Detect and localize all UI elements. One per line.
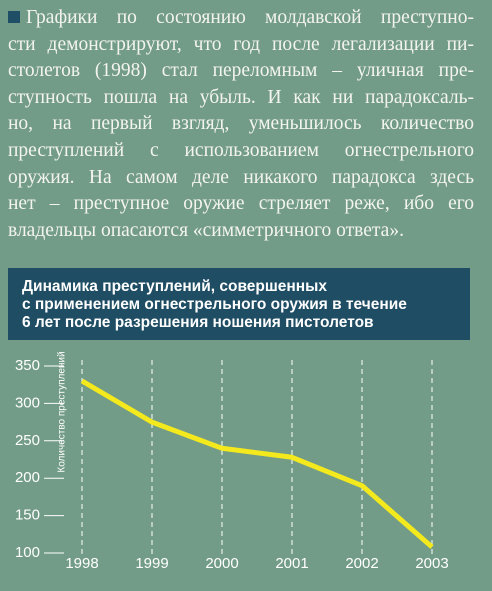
line <box>80 378 434 549</box>
paragraph: Графики по состоянию молдавской преступн… <box>8 5 474 244</box>
y-tick-label: 350 <box>15 357 40 374</box>
text: ступность пошла на убыль. И как ни парад… <box>8 86 474 108</box>
text: Графики по состоянию молдавской преступн… <box>26 7 474 28</box>
x-tick-label: 2002 <box>345 555 378 572</box>
bullet <box>8 11 20 23</box>
text: преступлений с использованием огнестрель… <box>8 139 474 161</box>
text-line: но, на первый взгляд, уменьшилось количе… <box>8 111 474 138</box>
chart-title: Динамика преступлений, совершенных <box>22 278 327 295</box>
y-axis-label: Количество преступлений <box>57 351 68 472</box>
text-line: оружия. На самом деле никакого парадокса… <box>8 165 474 192</box>
text-line: Графики по состоянию молдавской преступн… <box>8 5 474 32</box>
y-tick-label: 200 <box>15 469 40 486</box>
text: столетов (1998) стал переломным – улична… <box>8 60 474 82</box>
text: владельцы опасаются «симметричного ответ… <box>8 219 404 241</box>
x-tick-label: 2000 <box>205 555 238 572</box>
x-tick-label: 1998 <box>65 555 98 572</box>
text: но, на первый взгляд, уменьшилось количе… <box>8 113 474 135</box>
x-tick-label: 2003 <box>415 555 448 572</box>
chart-title-box: Динамика преступлений, совершенных с прим… <box>8 268 470 340</box>
text-line: владельцы опасаются «симметричного ответ… <box>8 218 474 245</box>
text-line: нет – преступное оружие стреляет реже, и… <box>8 191 474 218</box>
x-tick-label: 1999 <box>135 555 168 572</box>
text-line: преступлений с использованием огнестрель… <box>8 138 474 165</box>
text: оружия. На самом деле никакого парадокса… <box>8 166 474 188</box>
y-tick-label: 300 <box>15 394 40 411</box>
text-line: столетов (1998) стал переломным – улична… <box>8 58 474 85</box>
chart-title: с применением огнестрельного оружия в те… <box>22 296 407 313</box>
text-line: сти демонстрируют, что год после легализ… <box>8 32 474 59</box>
text: нет – преступное оружие стреляет реже, и… <box>8 193 474 215</box>
y-tick-label: 250 <box>15 432 40 449</box>
x-tick-label: 2001 <box>275 555 308 572</box>
chart-title: 6 лет после разрешения ношения пистолето… <box>22 314 374 331</box>
y-tick-label: 100 <box>15 544 40 561</box>
y-tick-label: 150 <box>15 507 40 524</box>
text-line: ступность пошла на убыль. И как ни парад… <box>8 85 474 112</box>
text: сти демонстрируют, что год после легализ… <box>8 33 474 55</box>
